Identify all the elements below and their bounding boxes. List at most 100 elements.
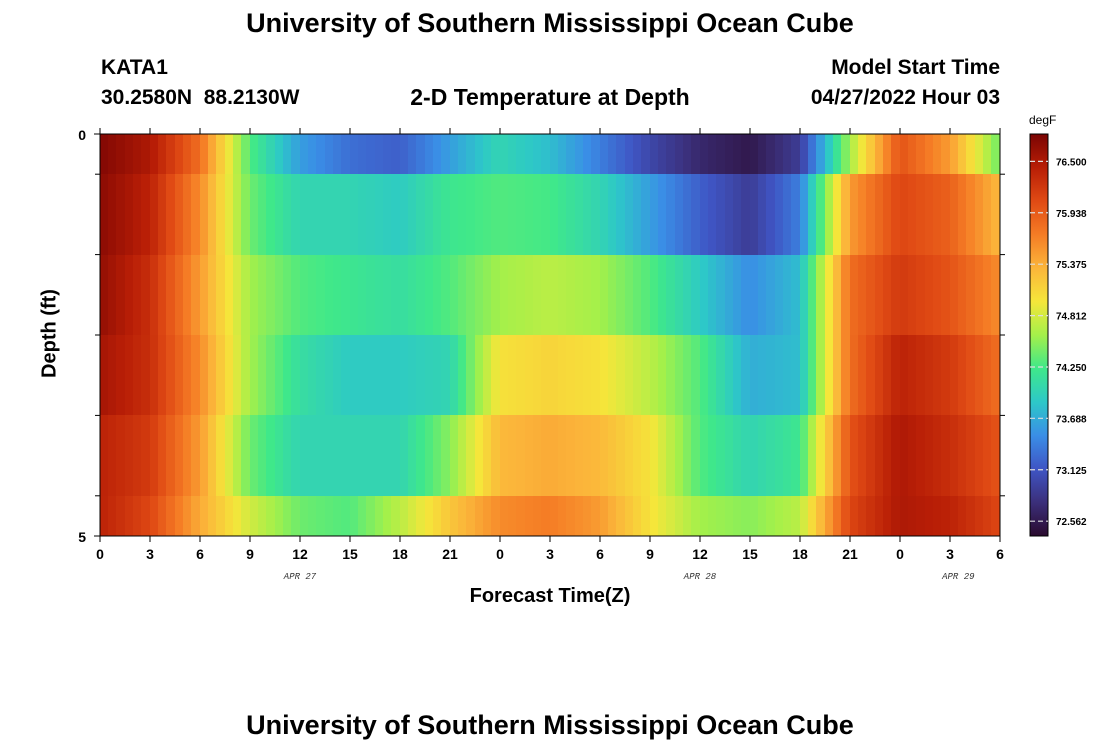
heatmap-cell xyxy=(391,496,401,536)
heatmap-cell xyxy=(500,134,510,174)
heatmap-cell xyxy=(241,496,251,536)
heatmap-cell xyxy=(716,496,726,536)
heatmap-cell xyxy=(925,255,935,335)
x-tick-label: 3 xyxy=(946,546,954,562)
heatmap-cell xyxy=(883,415,893,496)
heatmap-cell xyxy=(116,415,126,496)
heatmap-cell xyxy=(366,255,376,335)
heatmap-cell xyxy=(691,134,701,174)
x-axis-label: Forecast Time(Z) xyxy=(469,585,631,607)
heatmap-cell xyxy=(850,255,860,335)
heatmap-cell xyxy=(525,134,535,174)
heatmap-cell xyxy=(783,335,793,415)
heatmap-cell xyxy=(741,255,751,335)
heatmap-cell xyxy=(491,415,501,496)
heatmap-cell xyxy=(675,335,685,415)
heatmap-cell xyxy=(641,255,651,335)
heatmap-cell xyxy=(208,335,218,415)
heatmap-cell xyxy=(650,335,660,415)
heatmap-cell xyxy=(616,174,626,255)
heatmap-cell xyxy=(483,415,493,496)
heatmap-cell xyxy=(641,335,651,415)
heatmap-cell xyxy=(608,496,618,536)
heatmap-cell xyxy=(175,335,185,415)
heatmap-cell xyxy=(200,174,210,255)
heatmap-cell xyxy=(583,134,593,174)
heatmap-cell xyxy=(525,174,535,255)
heatmap-cell xyxy=(333,415,343,496)
heatmap-cell xyxy=(233,335,243,415)
heatmap-cell xyxy=(850,174,860,255)
heatmap-cell xyxy=(916,496,926,536)
heatmap-cell xyxy=(591,335,601,415)
heatmap-cell xyxy=(808,255,818,335)
heatmap-cell xyxy=(891,255,901,335)
heatmap-cell xyxy=(950,415,960,496)
heatmap-cell xyxy=(841,174,851,255)
heatmap-cell xyxy=(725,496,735,536)
heatmap-cell xyxy=(666,415,676,496)
heatmap-cell xyxy=(400,335,410,415)
colorbar: 76.500 75.938 75.375 74.812 74.250 73.688 73.1… xyxy=(1029,133,1087,537)
heatmap-cell xyxy=(250,496,260,536)
heatmap-cell xyxy=(958,255,968,335)
heatmap-cell xyxy=(408,174,418,255)
heatmap-cell xyxy=(791,415,801,496)
heatmap-cell xyxy=(750,496,760,536)
heatmap-cell xyxy=(908,174,918,255)
heatmap-cell xyxy=(825,496,835,536)
heatmap-cell xyxy=(608,134,618,174)
heatmap-cell xyxy=(341,134,351,174)
heatmap-cell xyxy=(758,255,768,335)
heatmap-cell xyxy=(325,496,335,536)
heatmap-cell xyxy=(133,255,143,335)
heatmap-cell xyxy=(691,415,701,496)
heatmap-cell xyxy=(475,335,485,415)
heatmap-cell xyxy=(633,174,643,255)
heatmap-cell xyxy=(425,496,435,536)
heatmap-cell xyxy=(383,255,393,335)
heatmap-cell xyxy=(483,255,493,335)
heatmap-cell xyxy=(866,335,876,415)
heatmap-cell xyxy=(408,335,418,415)
heatmap-cell xyxy=(258,174,268,255)
heatmap-cell xyxy=(383,415,393,496)
heatmap-cell xyxy=(975,134,985,174)
heatmap-cell xyxy=(133,415,143,496)
heatmap-cell xyxy=(516,174,526,255)
heatmap-cell xyxy=(341,496,351,536)
heatmap-cell xyxy=(491,134,501,174)
heatmap-cell xyxy=(358,255,368,335)
heatmap-cell xyxy=(308,496,318,536)
heatmap-cell xyxy=(716,174,726,255)
heatmap-cell xyxy=(566,415,576,496)
heatmap-cell xyxy=(508,496,518,536)
heatmap-cell xyxy=(775,496,785,536)
heatmap-cell xyxy=(500,174,510,255)
x-tick-label: 12 xyxy=(692,546,708,562)
heatmap-cell xyxy=(141,415,151,496)
heatmap-cell xyxy=(441,255,451,335)
heatmap-cell xyxy=(216,496,226,536)
heatmap-cell xyxy=(400,174,410,255)
heatmap-cell xyxy=(191,415,201,496)
heatmap-cell xyxy=(450,174,460,255)
heatmap-cell xyxy=(683,415,693,496)
heatmap-cell xyxy=(283,415,293,496)
heatmap-cell xyxy=(791,134,801,174)
heatmap-cell xyxy=(658,415,668,496)
heatmap-cell xyxy=(241,174,251,255)
heatmap-cell xyxy=(108,496,118,536)
heatmap-cell xyxy=(725,174,735,255)
heatmap-cell xyxy=(658,496,668,536)
heatmap-cell xyxy=(733,174,743,255)
heatmap-cell xyxy=(191,255,201,335)
heatmap-cell xyxy=(991,174,1001,255)
heatmap-cell xyxy=(458,134,468,174)
heatmap-cell xyxy=(575,174,585,255)
heatmap-cell xyxy=(675,134,685,174)
model-start-value: 04/27/2022 Hour 03 xyxy=(810,86,1000,109)
heatmap-cell xyxy=(983,134,993,174)
heatmap-cell xyxy=(558,174,568,255)
